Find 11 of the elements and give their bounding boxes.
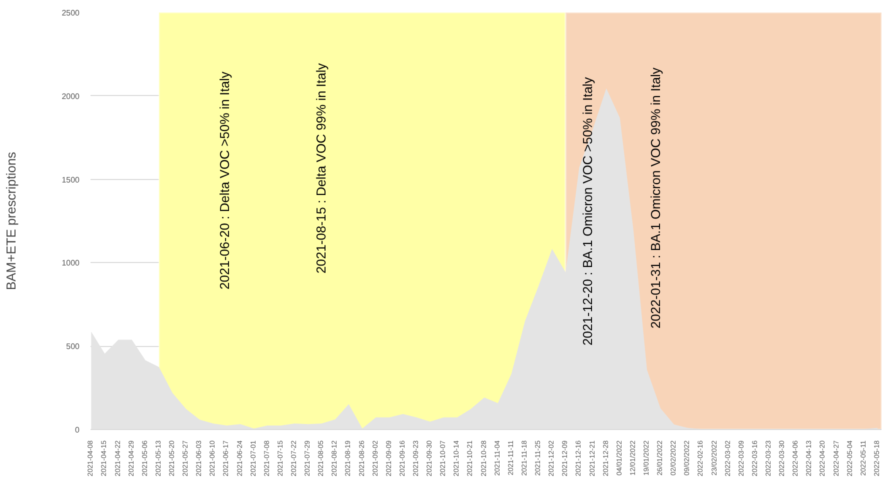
y-tick-label: 2500 [62, 8, 80, 18]
y-axis-title: BAM+ETE prescriptions [4, 151, 19, 290]
y-tick-label: 1500 [62, 175, 80, 184]
y-tick-label: 500 [66, 342, 80, 352]
y-tick-label: 0 [75, 426, 80, 434]
annotation: 2021-12-20 : BA.1 Omicron VOC >50% in Italy [580, 76, 595, 346]
annotation: 2021-08-15 : Delta VOC 99% in Italy [313, 62, 328, 274]
y-tick-label: 1000 [62, 258, 80, 268]
annotation: 2021-06-20 : Delta VOC >50% in Italy [216, 71, 232, 290]
annotation: 2022-01-31 : BA.1 Omicron VOC 99% in Italy [648, 67, 663, 328]
y-tick-label: 2000 [62, 92, 80, 101]
